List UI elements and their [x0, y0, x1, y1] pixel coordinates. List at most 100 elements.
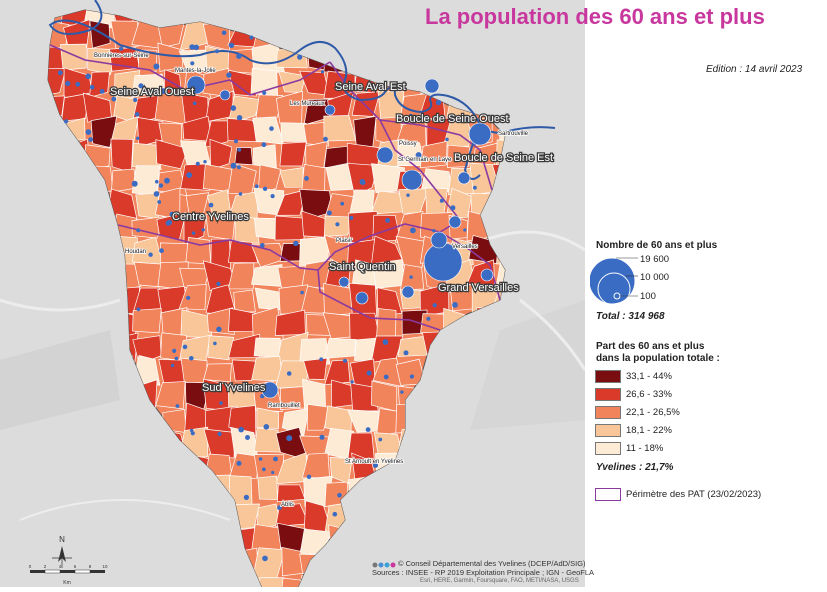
population-bubble-large — [338, 276, 350, 288]
population-bubble — [238, 192, 243, 196]
commune-polygon — [251, 264, 283, 287]
commune-polygon — [131, 216, 165, 239]
population-bubble — [99, 89, 105, 94]
commune-polygon — [48, 67, 67, 98]
population-bubble — [237, 147, 242, 152]
legend-swatch-5 — [595, 442, 621, 455]
commune-polygon — [306, 403, 330, 431]
population-bubble — [455, 154, 460, 159]
population-bubble — [182, 344, 188, 350]
population-bubble — [270, 194, 275, 199]
commune-polygon — [303, 357, 328, 380]
scale-tick-label: 2 — [44, 564, 47, 569]
commune-polygon — [209, 138, 233, 171]
population-bubble — [409, 374, 414, 379]
pat-perimeter — [317, 194, 462, 331]
population-bubble — [153, 191, 160, 197]
town-label: St Germain en Laye — [398, 157, 452, 163]
population-bubble — [208, 202, 214, 208]
population-bubble — [432, 303, 437, 308]
commune-polygon — [353, 115, 377, 148]
population-bubble — [273, 456, 278, 462]
territory-label: Seine Aval Est — [335, 81, 406, 93]
population-bubble — [262, 467, 266, 472]
legend-class-label: 11 - 18% — [626, 443, 664, 454]
scale-unit: Km — [63, 580, 71, 586]
population-bubble — [155, 179, 159, 184]
population-bubble — [259, 243, 265, 248]
population-bubble — [385, 218, 390, 223]
pat-perimeter — [117, 224, 319, 271]
population-bubble — [293, 240, 299, 247]
commune-polygon — [228, 452, 260, 481]
legend-share-title-1: Part des 60 ans et plus — [596, 341, 705, 352]
population-bubble — [174, 356, 179, 361]
population-bubble — [57, 70, 63, 76]
population-bubble — [203, 160, 207, 164]
population-bubble — [236, 460, 242, 466]
population-bubble-large — [324, 104, 336, 116]
population-bubble — [136, 228, 141, 233]
commune-polygon — [110, 20, 139, 50]
basemap-road — [0, 298, 121, 312]
territory-label: Saint Quentin — [329, 261, 396, 273]
legend-swatch-4 — [595, 424, 621, 437]
population-bubble — [75, 81, 81, 87]
population-bubble — [361, 181, 366, 185]
scale-tick-label: 6 — [74, 564, 77, 569]
commune-polygon — [419, 140, 448, 169]
commune-polygon — [138, 49, 158, 72]
commune-polygon — [227, 69, 257, 97]
population-bubble — [450, 205, 456, 211]
commune-polygon — [185, 236, 212, 265]
commune-polygon — [495, 261, 505, 290]
population-bubble — [236, 53, 242, 59]
population-bubble — [403, 350, 409, 356]
pat-perimeters — [49, 44, 501, 331]
town-label: Poissy — [399, 141, 417, 147]
territory-label: Boucle de Seine Ouest — [396, 113, 509, 125]
population-bubble — [192, 101, 197, 106]
population-bubble — [186, 172, 193, 179]
population-bubble — [249, 35, 254, 40]
town-label: Ablis — [281, 502, 294, 508]
population-bubble — [189, 44, 195, 50]
town-label: Rambouillet — [268, 403, 300, 409]
population-bubble-large — [424, 78, 440, 94]
population-bubble — [297, 54, 303, 60]
population-bubble — [245, 435, 250, 440]
commune-polygon — [349, 312, 380, 341]
population-bubble — [332, 511, 338, 517]
population-bubble — [165, 220, 171, 226]
population-bubble — [409, 113, 413, 117]
population-bubble — [372, 462, 379, 468]
commune-polygon — [203, 363, 232, 383]
population-bubble — [271, 470, 275, 475]
population-bubble — [230, 162, 237, 169]
population-bubble — [234, 139, 238, 144]
scale-tick-label: 10 — [102, 564, 108, 569]
population-bubble — [343, 358, 347, 363]
commune-polygon — [233, 289, 256, 313]
map-area[interactable]: Seine Aval Ouest Seine Aval Est Boucle d… — [0, 0, 587, 588]
legend-size-value: 19 600 — [640, 254, 670, 265]
legend-class-label: 22,1 - 26,5% — [626, 407, 680, 418]
commune-polygon — [157, 42, 184, 72]
commune-polygon — [347, 432, 375, 460]
population-bubble — [133, 97, 138, 103]
scale-tick-label: 4 — [59, 564, 62, 569]
scale-tick-label: 8 — [89, 564, 92, 569]
pat-perimeter — [379, 119, 493, 191]
population-bubble — [216, 281, 221, 286]
population-bubble — [439, 198, 444, 203]
north-arrow-letter: N — [59, 535, 65, 544]
credit-line-2: Sources : INSEE - RP 2019 Exploitation P… — [372, 568, 595, 577]
population-bubble — [263, 424, 270, 430]
legend-pat-swatch — [595, 488, 621, 501]
population-bubble — [378, 437, 383, 442]
legend-class-label: 33,1 - 44% — [626, 371, 672, 382]
population-bubble — [349, 215, 354, 220]
population-bubble — [261, 142, 267, 148]
population-bubble — [304, 176, 309, 181]
population-bubble — [277, 505, 282, 511]
